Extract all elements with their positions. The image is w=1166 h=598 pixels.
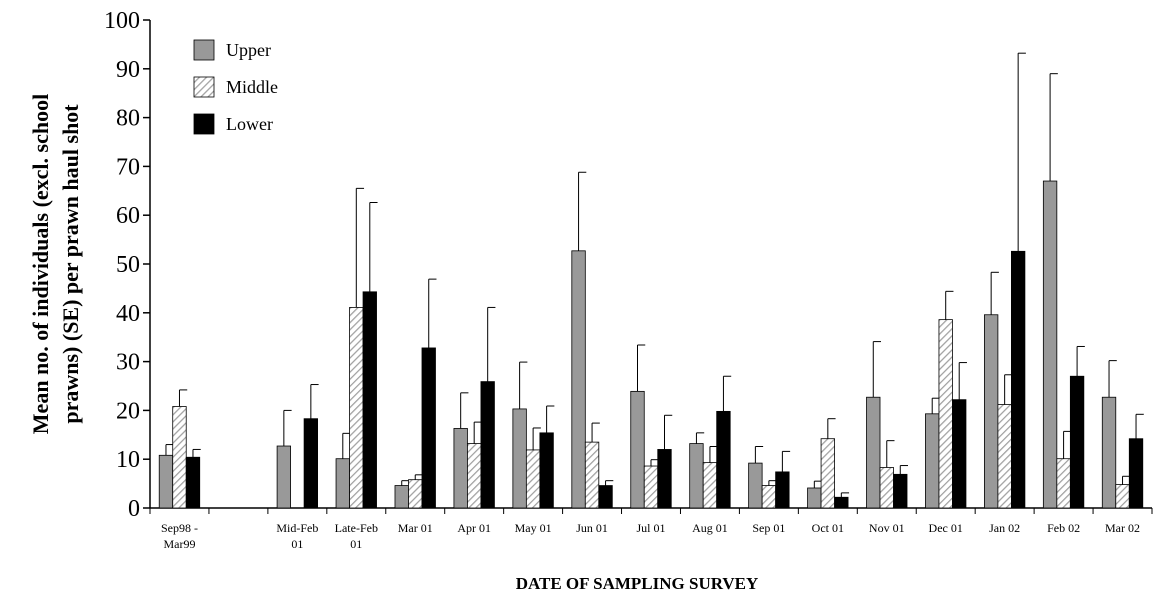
bar-lower <box>952 399 967 509</box>
legend-swatch-upper <box>193 39 215 61</box>
bar-middle <box>879 467 894 509</box>
bars-group <box>158 52 1144 509</box>
bar-middle <box>820 438 835 509</box>
x-tick-labels: Sep98 - Mar99 Mid-Feb 01 Late-Feb 01 Mar 01 Apr… <box>161 521 1140 551</box>
bar-upper <box>689 443 704 509</box>
bar-lower <box>480 381 495 509</box>
bar-lower <box>775 471 790 509</box>
bar-upper <box>158 454 174 509</box>
x-tick-label: Apr 01 <box>457 521 491 535</box>
x-tick-label: Nov 01 <box>869 521 905 535</box>
bar-upper <box>1101 396 1117 509</box>
y-tick-label: 50 <box>116 252 140 278</box>
bar-upper <box>512 408 527 509</box>
x-tick-label: Mar 01 <box>398 521 433 535</box>
legend-swatch-lower <box>193 113 215 135</box>
x-tick-label: Sep 01 <box>752 521 785 535</box>
x-tick-label: Oct 01 <box>812 521 844 535</box>
y-tick-label: 10 <box>116 447 140 473</box>
bar-lower <box>362 291 377 509</box>
y-tick-label: 100 <box>104 8 140 34</box>
bar-lower <box>185 456 201 509</box>
x-tick-label: Jul 01 <box>636 521 665 535</box>
bar-middle <box>172 406 187 509</box>
x-tick-label: Late-Feb <box>335 521 378 535</box>
bar-lower <box>421 347 436 509</box>
bar-lower <box>539 432 554 509</box>
bar-middle <box>1056 458 1071 509</box>
bar-lower <box>303 418 319 509</box>
x-tick-label: Aug 01 <box>692 521 728 535</box>
x-tick-label: Jun 01 <box>576 521 608 535</box>
bar-lower <box>598 485 613 509</box>
y-axis-title: Mean no. of individuals (excl. school pra… <box>28 94 83 434</box>
y-tick-label: 70 <box>116 154 140 180</box>
bar-lower <box>1010 250 1026 509</box>
legend-label-middle: Middle <box>226 77 278 97</box>
bar-upper <box>571 250 586 509</box>
bar-upper <box>1042 180 1058 509</box>
x-tick-label: Sep98 - <box>161 521 198 535</box>
bar-middle <box>467 443 482 509</box>
y-tick-label: 30 <box>116 350 140 376</box>
bar-upper <box>630 390 645 509</box>
x-tick-label: Feb 02 <box>1047 521 1080 535</box>
y-axis-title-line: prawns) (SE) per prawn haul shot <box>58 104 83 424</box>
bar-upper <box>748 462 763 509</box>
bar-upper <box>866 396 881 509</box>
legend-label-lower: Lower <box>226 114 273 134</box>
bar-middle <box>702 462 718 509</box>
bar-middle <box>761 485 777 509</box>
y-axis-title-line: Mean no. of individuals (excl. school <box>28 94 53 434</box>
bar-lower <box>834 496 849 509</box>
bar-lower <box>716 410 731 509</box>
y-tick-label: 40 <box>116 301 140 327</box>
bar-upper <box>925 413 940 509</box>
bar-lower <box>893 473 908 509</box>
bar-lower <box>1069 375 1085 509</box>
bar-middle <box>349 307 364 509</box>
bar-upper <box>807 487 822 509</box>
x-tick-label: Mid-Feb <box>276 521 318 535</box>
x-tick-label: 01 <box>291 537 303 551</box>
y-tick-label: 0 <box>128 496 140 522</box>
bar-middle <box>525 449 541 509</box>
x-tick-label: Mar 02 <box>1105 521 1140 535</box>
bar-middle <box>997 404 1012 509</box>
bar-upper <box>394 485 409 509</box>
bar-upper <box>983 314 999 509</box>
x-tick-label: Jan 02 <box>989 521 1020 535</box>
legend-label-upper: Upper <box>226 40 271 60</box>
bar-middle <box>643 465 659 509</box>
y-tick-label: 20 <box>116 398 140 424</box>
x-tick-label: May 01 <box>515 521 552 535</box>
bar-upper <box>276 445 292 509</box>
y-tick-label: 80 <box>116 106 140 132</box>
bar-middle <box>938 319 953 509</box>
y-tick-label: 60 <box>116 203 140 229</box>
bar-lower <box>1128 438 1144 509</box>
bar-lower <box>657 449 672 509</box>
x-tick-label: Mar99 <box>163 537 195 551</box>
bar-upper <box>453 428 468 509</box>
x-axis-title: DATE OF SAMPLING SURVEY <box>516 574 759 593</box>
bar-middle <box>408 479 423 509</box>
legend: Upper Middle Lower <box>193 39 278 135</box>
x-tick-label: Dec 01 <box>929 521 963 535</box>
bar-upper <box>335 458 350 509</box>
x-tick-label: 01 <box>350 537 362 551</box>
y-tick-label: 90 <box>116 57 140 83</box>
bar-middle <box>1115 484 1130 509</box>
bar-middle <box>584 441 600 509</box>
legend-swatch-middle <box>193 76 215 98</box>
